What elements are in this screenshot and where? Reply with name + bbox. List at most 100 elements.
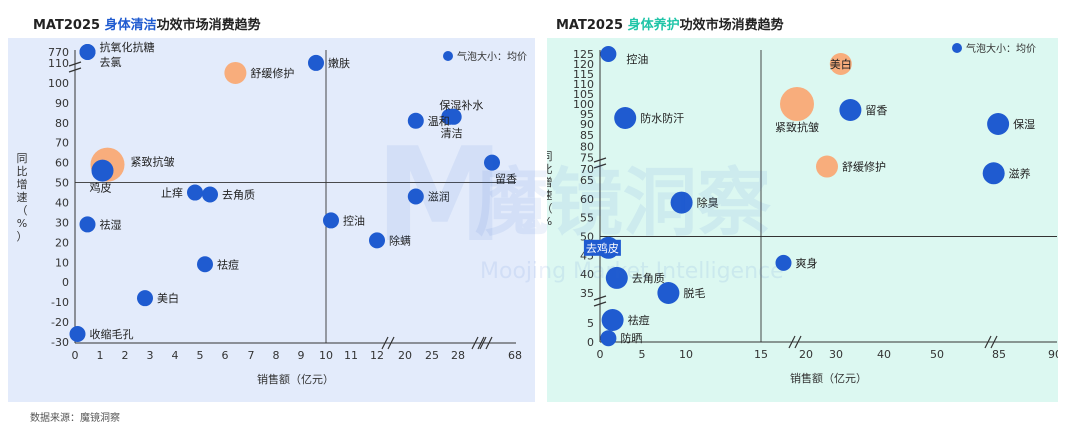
data-point bbox=[600, 330, 617, 347]
x-tick-label: 50 bbox=[930, 348, 944, 361]
data-point bbox=[137, 290, 153, 307]
data-point bbox=[605, 266, 628, 289]
x-tick-label: 28 bbox=[451, 349, 465, 362]
data-point bbox=[445, 108, 462, 125]
data-point bbox=[79, 44, 96, 60]
chart2-panel: 0510152030405085901251201151101051009590… bbox=[547, 38, 1058, 402]
x-tick-label: 12 bbox=[370, 349, 384, 362]
x-tick-label: 7 bbox=[248, 349, 255, 362]
chart1-panel: 0 1 2 3 4 5 6 7 8 9 10 11 12 20 25 28 68 770 110 100 90 80 70 6… bbox=[8, 38, 535, 402]
y-tick-label: 30 bbox=[55, 216, 69, 229]
break-stroke bbox=[477, 336, 485, 350]
y-tick-label: 35 bbox=[580, 287, 594, 300]
y-tick-label: 0 bbox=[587, 336, 594, 349]
break-stroke bbox=[479, 336, 487, 350]
data-point bbox=[670, 191, 693, 214]
data-label: 控油 bbox=[343, 213, 365, 227]
legend-bubble-icon bbox=[952, 43, 962, 53]
data-label: 防水防汗 bbox=[640, 111, 684, 125]
break-stroke bbox=[485, 336, 493, 350]
data-source: 数据来源：魔镜洞察 bbox=[30, 413, 120, 424]
chart2-svg: 0510152030405085901251201151101051009590… bbox=[547, 42, 1058, 385]
data-point bbox=[484, 154, 500, 171]
x-tick-label: 11 bbox=[344, 349, 358, 362]
y-tick-label: 90 bbox=[55, 97, 69, 110]
break-stroke bbox=[593, 163, 607, 169]
x-tick-label: 25 bbox=[425, 349, 439, 362]
data-point bbox=[369, 232, 385, 249]
break-stroke bbox=[788, 335, 796, 349]
data-label: 舒缓修护 bbox=[250, 66, 294, 80]
y-tick-label: 75 bbox=[580, 152, 594, 165]
break-stroke bbox=[593, 157, 607, 163]
x-axis-break-icon bbox=[479, 336, 493, 350]
y-tick-label: 50 bbox=[55, 177, 69, 190]
y-tick-label: 85 bbox=[580, 129, 594, 142]
data-point bbox=[657, 282, 680, 304]
data-point bbox=[982, 162, 1005, 185]
x-tick-label: 8 bbox=[273, 349, 280, 362]
data-label: 止痒 bbox=[161, 186, 183, 200]
y-axis-label-char: 速 bbox=[547, 189, 553, 202]
y-tick-label: 70 bbox=[580, 163, 594, 176]
x-tick-label: 10 bbox=[679, 348, 693, 361]
legend-text: 气泡大小：均价 bbox=[966, 42, 1036, 55]
y-tick-label: 65 bbox=[580, 174, 594, 187]
x-tick-label: 5 bbox=[197, 349, 204, 362]
y-tick-label: 5 bbox=[587, 317, 594, 330]
y-axis-label-char: 比 bbox=[547, 163, 553, 176]
x-tick-label: 20 bbox=[799, 348, 813, 361]
y-axis-label-char: % bbox=[547, 215, 552, 228]
break-stroke bbox=[381, 336, 389, 350]
x-tick-label: 9 bbox=[298, 349, 305, 362]
data-label: 保湿 bbox=[1013, 117, 1035, 131]
y-tick-label: 95 bbox=[580, 108, 594, 121]
y-tick-label: 60 bbox=[55, 157, 69, 170]
y-tick-label: -20 bbox=[51, 316, 69, 329]
chart1-svg: 0 1 2 3 4 5 6 7 8 9 10 11 12 20 25 28 687701101009080706… bbox=[17, 40, 528, 386]
y-axis-label-char: 同 bbox=[17, 152, 28, 165]
y-axis-label-char: 比 bbox=[17, 165, 28, 178]
data-point bbox=[202, 186, 218, 203]
data-label: 爽身 bbox=[796, 256, 818, 270]
y-axis-break-icon bbox=[593, 157, 607, 169]
break-stroke bbox=[794, 335, 802, 349]
data-point bbox=[308, 54, 324, 71]
break-stroke bbox=[990, 335, 998, 349]
break-stroke bbox=[984, 335, 992, 349]
data-label: 收缩毛孔 bbox=[90, 327, 134, 341]
break-stroke bbox=[68, 67, 82, 73]
y-tick-label: 80 bbox=[55, 117, 69, 130]
x-tick-label: 0 bbox=[597, 348, 604, 361]
data-label: 去角质 bbox=[632, 272, 665, 285]
x-axis-break-icon bbox=[984, 335, 998, 349]
x-tick-label: 3 bbox=[147, 349, 154, 362]
y-tick-label: 770 bbox=[48, 46, 69, 59]
data-label: 紧致抗皱 bbox=[775, 120, 819, 134]
data-label: 防晒 bbox=[620, 331, 642, 345]
y-axis-label-char: （ bbox=[17, 204, 28, 217]
y-axis-label-char: （ bbox=[547, 202, 553, 215]
data-label: 除臭 bbox=[697, 196, 719, 210]
y-tick-label: 120 bbox=[573, 58, 594, 71]
x-axis-break-icon bbox=[381, 336, 395, 350]
break-stroke bbox=[593, 301, 607, 307]
data-point bbox=[829, 53, 852, 75]
x-tick-label: 6 bbox=[222, 349, 229, 362]
y-tick-label: 105 bbox=[573, 88, 594, 101]
y-tick-label: -30 bbox=[51, 336, 69, 349]
x-tick-label: 4 bbox=[172, 349, 179, 362]
chart2-title: MAT2025 身体养护功效市场消费趋势 bbox=[556, 18, 784, 33]
break-stroke bbox=[68, 61, 82, 67]
chart1-title: MAT2025 身体清洁功效市场消费趋势 bbox=[33, 18, 261, 33]
y-tick-label: 110 bbox=[573, 78, 594, 91]
x-tick-label: 20 bbox=[398, 349, 412, 362]
legend-text: 气泡大小：均价 bbox=[457, 50, 527, 63]
y-tick-label: 70 bbox=[55, 137, 69, 150]
x-tick-label: 85 bbox=[992, 348, 1006, 361]
y-axis-label-char: 增 bbox=[547, 175, 553, 189]
y-tick-label: 125 bbox=[573, 48, 594, 61]
data-point bbox=[407, 112, 424, 129]
data-label: 抗氧化抗糖 bbox=[100, 40, 155, 54]
data-label: 去鸡皮 bbox=[586, 241, 619, 255]
